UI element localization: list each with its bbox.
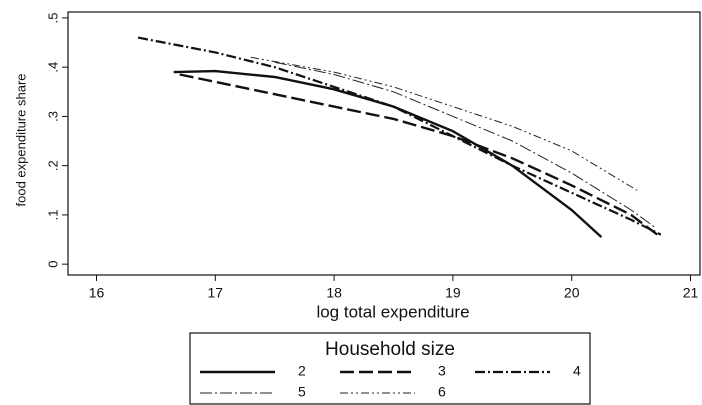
plot-frame [68, 12, 700, 275]
legend-title: Household size [325, 339, 455, 360]
y-tick-label: .3 [45, 111, 60, 122]
series-line [174, 71, 602, 237]
y-axis-label: food expenditure share [13, 74, 28, 207]
y-tick-label: 0 [45, 261, 60, 268]
x-tick-label: 19 [445, 285, 461, 301]
y-tick-label: .2 [45, 160, 60, 171]
legend-label: 4 [573, 363, 581, 379]
series-line [138, 38, 661, 235]
legend-label: 3 [438, 363, 446, 379]
x-tick-label: 16 [89, 285, 105, 301]
legend-label: 2 [298, 363, 306, 379]
y-tick-label: .5 [45, 12, 60, 23]
y-tick-label: .4 [45, 62, 60, 73]
x-axis-label: log total expenditure [316, 302, 469, 321]
chart: food expenditure share log total expendi… [0, 0, 702, 405]
series-line [251, 57, 637, 190]
legend-label: 6 [438, 384, 446, 400]
legend-label: 5 [298, 384, 306, 400]
series-line [180, 75, 658, 235]
x-tick-label: 20 [564, 285, 580, 301]
x-tick-label: 18 [326, 285, 342, 301]
y-tick-label: .1 [45, 209, 60, 220]
x-tick-label: 21 [683, 285, 699, 301]
x-tick-label: 17 [208, 285, 224, 301]
